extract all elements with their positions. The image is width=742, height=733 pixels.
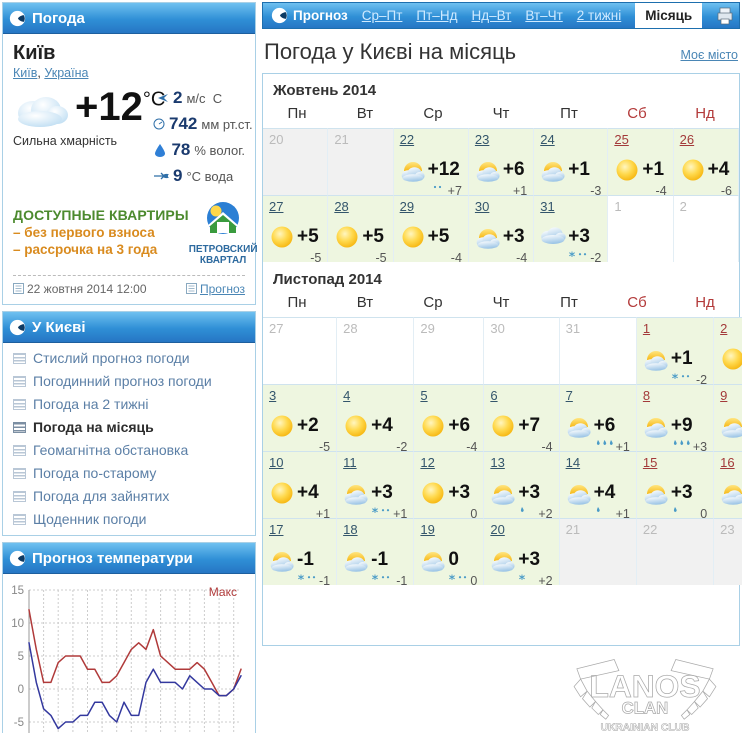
svg-text:15: 15 — [11, 585, 24, 597]
svg-text:Макс: Макс — [209, 584, 237, 598]
svg-text:-5: -5 — [14, 717, 24, 729]
svg-text:0: 0 — [18, 684, 24, 696]
svg-text:CLAN: CLAN — [622, 699, 669, 718]
svg-text:UKRAINIAN CLUB: UKRAINIAN CLUB — [601, 722, 690, 733]
svg-text:10: 10 — [11, 618, 24, 630]
svg-text:5: 5 — [18, 651, 24, 663]
